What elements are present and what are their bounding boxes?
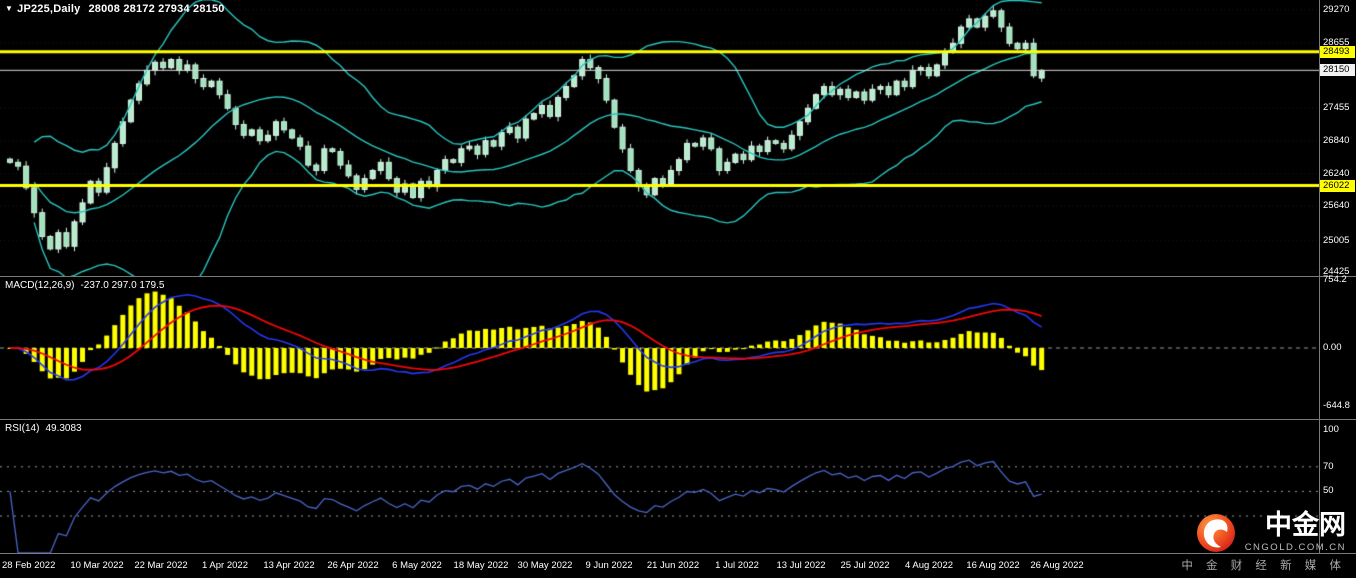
chart-dropdown-icon[interactable]: ▼ [5,4,14,13]
price-axis-separator [1319,0,1320,553]
time-axis-label: 13 Apr 2022 [263,560,315,571]
rsi-axis-label: 50 [1323,485,1334,497]
price-axis-label: 25005 [1323,234,1350,246]
time-axis-label: 6 May 2022 [392,560,442,571]
rsi-indicator-label: RSI(14) 49.3083 [5,423,82,434]
price-axis[interactable]: 29270 28655 27455 26840 26240 25640 25005 24425… [1320,0,1356,553]
time-axis-label: 1 Jul 2022 [715,560,759,571]
panel-divider[interactable] [0,553,1356,554]
site-watermark: 中金网 CNGOLD.COM.CN 中 金 财 经 新 媒 体 [1181,512,1346,573]
macd-panel-canvas[interactable] [0,277,1320,419]
watermark-tagline: 中 金 财 经 新 媒 体 [1181,560,1346,572]
macd-axis-label: 0.00 [1323,342,1342,353]
time-axis-label: 18 May 2022 [453,560,509,571]
symbol-timeframe-label: JP225,Daily [17,3,81,15]
rsi-axis-label: 100 [1323,423,1339,435]
rsi-axis-label: 70 [1323,460,1334,472]
price-axis-label: 27455 [1323,101,1350,113]
price-tag: 28150 [1320,64,1355,77]
price-chart-canvas[interactable] [0,0,1320,276]
time-axis-label: 26 Apr 2022 [327,560,379,571]
time-axis-label: 21 Jun 2022 [646,560,700,571]
time-axis-label: 13 Jul 2022 [776,560,826,571]
price-axis-label: 29270 [1323,3,1350,15]
time-axis-label: 9 Jun 2022 [585,560,633,571]
time-axis-label: 16 Aug 2022 [966,560,1020,571]
time-axis[interactable]: 28 Feb 2022 10 Mar 2022 22 Mar 2022 1 Apr 2… [0,554,1356,578]
macd-axis-label: -644.8 [1323,399,1350,411]
time-axis-label: 26 Aug 2022 [1030,560,1084,571]
price-axis-label: 26240 [1323,167,1350,179]
price-tag: 28493 [1320,45,1355,58]
time-axis-label: 1 Apr 2022 [202,560,248,571]
rsi-panel-canvas[interactable] [0,420,1320,553]
time-axis-label: 25 Jul 2022 [840,560,890,571]
price-axis-label: 24425 [1323,265,1350,277]
panel-divider[interactable] [0,419,1356,420]
price-axis-label: 26840 [1323,135,1350,147]
watermark-domain: CNGOLD.COM.CN [1244,542,1346,553]
macd-values: -237.0 297.0 179.5 [80,280,165,291]
panel-divider[interactable] [0,276,1356,277]
price-axis-label: 28655 [1323,37,1350,49]
time-axis-label: 4 Aug 2022 [904,560,954,571]
rsi-name: RSI(14) [5,423,40,434]
time-axis-label: 30 May 2022 [517,560,573,571]
macd-axis-label: 754.2 [1323,274,1347,286]
watermark-brand: 中金网 [1265,510,1346,540]
time-axis-label: 10 Mar 2022 [70,560,124,571]
cngold-logo-icon [1196,513,1235,552]
macd-name: MACD(12,26,9) [5,280,75,291]
chart-title: ▼ JP225,Daily 28008 28172 27934 28150 [5,3,225,15]
rsi-value: 49.3083 [45,423,82,434]
time-axis-label: 28 Feb 2022 [2,560,56,571]
price-tag: 26022 [1320,179,1355,192]
ohlc-values: 28008 28172 27934 28150 [88,3,225,15]
price-axis-label: 25640 [1323,200,1350,212]
time-axis-label: 22 Mar 2022 [134,560,188,571]
macd-indicator-label: MACD(12,26,9) -237.0 297.0 179.5 [5,280,164,291]
